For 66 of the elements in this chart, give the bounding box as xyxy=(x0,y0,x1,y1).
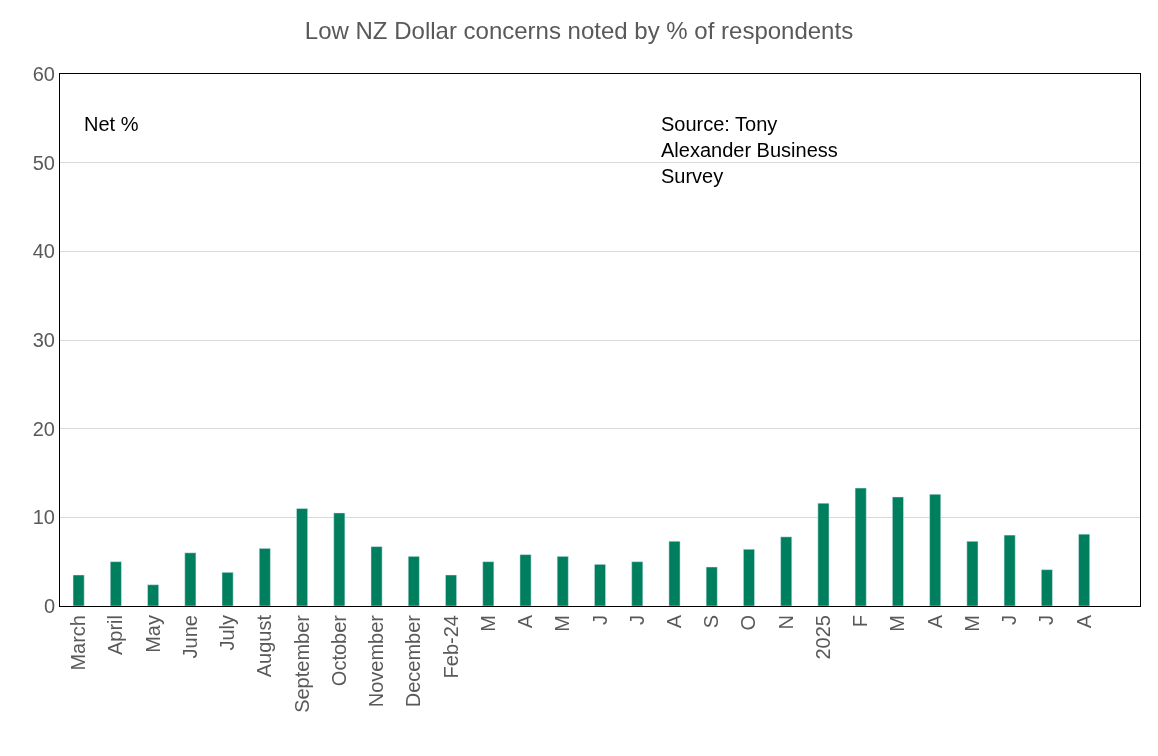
y-tick-label: 20 xyxy=(32,417,55,440)
bar xyxy=(1041,569,1053,606)
y-tick-label: 50 xyxy=(32,151,55,174)
bar xyxy=(854,487,867,606)
bar xyxy=(184,552,197,606)
bar xyxy=(296,508,308,606)
y-tick-label: 40 xyxy=(32,240,55,263)
bar xyxy=(258,548,271,606)
bar xyxy=(929,494,942,606)
x-tick-label: M xyxy=(476,615,499,632)
bar xyxy=(780,536,793,606)
bar xyxy=(556,556,569,606)
y-tick-label: 10 xyxy=(32,506,55,529)
bar xyxy=(817,502,830,606)
chart-title: Low NZ Dollar concerns noted by % of respondents xyxy=(304,17,854,45)
x-tick-label: March xyxy=(67,615,90,671)
bar xyxy=(407,556,420,606)
y-tick-label: 60 xyxy=(32,63,55,85)
bar xyxy=(333,512,346,606)
x-tick-label: A xyxy=(514,614,537,629)
y-tick-label: 30 xyxy=(32,329,55,351)
x-tick-label: J xyxy=(588,615,611,625)
bar xyxy=(668,541,681,606)
bar xyxy=(482,561,495,606)
x-tick-label: 2025 xyxy=(811,615,834,660)
x-tick-label: F xyxy=(849,615,872,628)
x-tick-label: M xyxy=(551,615,574,632)
bar xyxy=(631,561,644,606)
bar xyxy=(892,496,904,606)
bar xyxy=(370,546,383,606)
bar xyxy=(1078,533,1090,606)
x-tick-label: J xyxy=(998,615,1021,625)
x-tick-label: September xyxy=(290,614,313,713)
bar xyxy=(72,574,85,606)
x-tick-label: November xyxy=(365,614,388,708)
x-tick-label: J xyxy=(1035,615,1058,625)
x-tick-label: May xyxy=(141,615,164,653)
x-tick-label: July xyxy=(216,615,239,651)
x-tick-label: April xyxy=(104,615,127,656)
x-tick-label: October xyxy=(327,614,350,687)
bar xyxy=(1003,534,1016,606)
bar xyxy=(705,566,718,606)
bar xyxy=(147,584,159,606)
x-tick-label: December xyxy=(402,614,425,708)
bar xyxy=(966,541,979,606)
annotation: Source: Tony Alexander Business Survey xyxy=(661,113,838,187)
x-tick-label: A xyxy=(662,614,685,629)
bar xyxy=(221,572,234,606)
bar xyxy=(594,564,606,606)
x-tick-label: J xyxy=(625,615,648,625)
x-tick-label: August xyxy=(253,614,276,678)
x-tick-label: A xyxy=(1072,614,1095,629)
x-tick-label: N xyxy=(774,615,797,630)
bar xyxy=(743,549,755,606)
x-tick-label: M xyxy=(886,615,909,632)
x-tick-label: O xyxy=(737,615,760,631)
x-tick-label: M xyxy=(960,615,983,632)
x-tick-label: S xyxy=(700,615,723,629)
x-tick-label: A xyxy=(923,614,946,629)
y-tick-label: 0 xyxy=(43,595,55,617)
bar xyxy=(110,561,122,606)
x-tick-label: June xyxy=(178,615,201,659)
annotation: Net % xyxy=(84,113,139,135)
bar xyxy=(519,554,532,606)
bar xyxy=(445,574,457,606)
x-tick-label: Feb-24 xyxy=(439,615,462,679)
